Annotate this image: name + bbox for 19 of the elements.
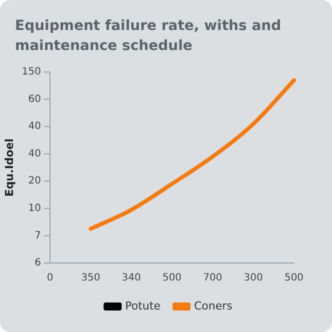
text: 6 xyxy=(34,258,41,269)
x-tick-label: 500 xyxy=(284,272,304,284)
text: 40 xyxy=(28,121,41,132)
legend-label: Coners xyxy=(194,299,233,312)
text: 150 xyxy=(22,66,41,78)
text: 7 xyxy=(34,230,41,242)
chart-title: Equipment failure rate, withs and maintenance schedule xyxy=(15,17,282,56)
x-tick-label: 500 xyxy=(162,272,182,284)
y-axis-title: Equ.Idoel xyxy=(2,138,16,197)
x-tick-label: 350 xyxy=(81,272,100,284)
x-tick-label: 340 xyxy=(122,272,141,284)
text: 40 xyxy=(28,148,41,160)
text: 20 xyxy=(28,176,41,187)
text: 60 xyxy=(28,94,41,105)
x-tick-label: 700 xyxy=(203,272,222,284)
x-tick-label: 0 xyxy=(46,272,54,284)
legend-label: Potute xyxy=(125,299,161,312)
x-tick-label: 300 xyxy=(244,272,263,284)
text: 10 xyxy=(28,203,41,214)
